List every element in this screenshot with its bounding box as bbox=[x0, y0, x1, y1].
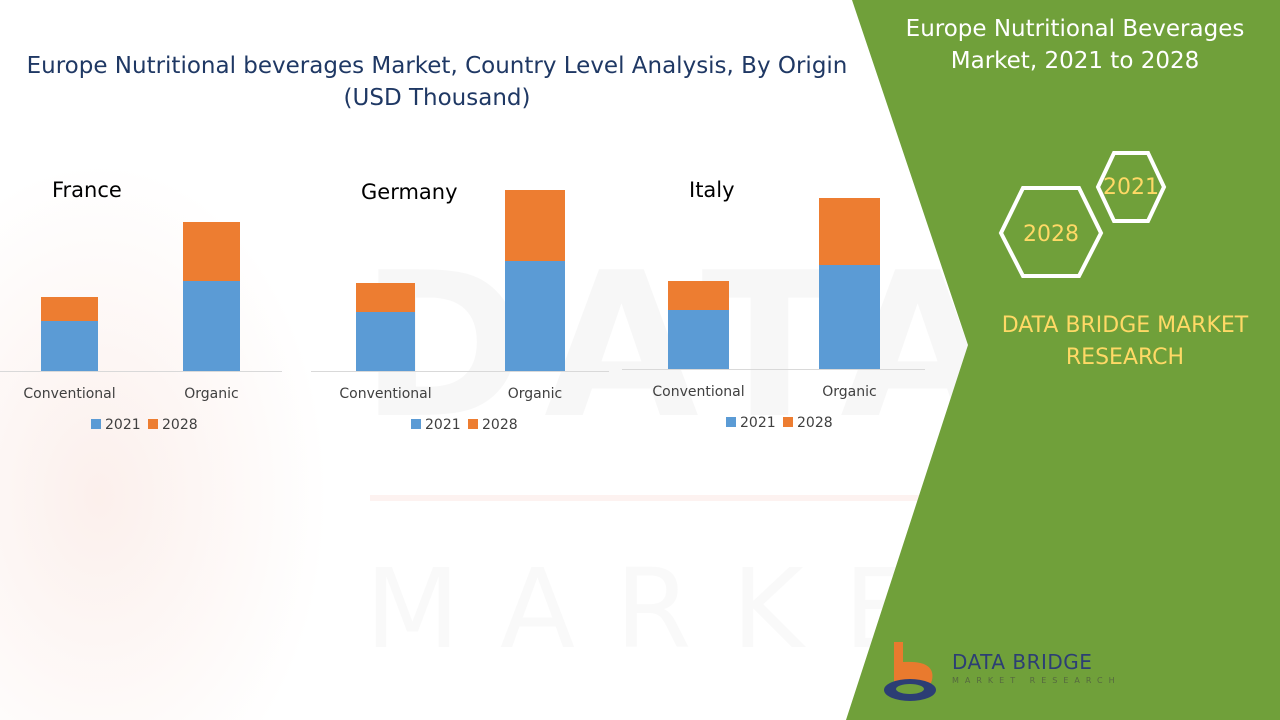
watermark-divider bbox=[370, 495, 1220, 501]
germany-legend-label-2021: 2021 bbox=[425, 417, 461, 433]
hexagon-2021-icon bbox=[1095, 151, 1167, 223]
germany-bar-organic-2021 bbox=[505, 261, 565, 371]
hexagon-year-2021: 2021 bbox=[1103, 175, 1159, 200]
italy-legend-swatch-2028 bbox=[783, 417, 793, 427]
chart-title: Europe Nutritional beverages Market, Cou… bbox=[20, 50, 854, 114]
france-tick-label-organic: Organic bbox=[184, 386, 238, 402]
germany-tick-label-organic: Organic bbox=[508, 386, 562, 402]
france-bar-conventional-2021 bbox=[41, 321, 98, 371]
italy-legend-swatch-2021 bbox=[726, 417, 736, 427]
germany-bar-organic-2028 bbox=[505, 190, 565, 261]
hexagon-2028-icon bbox=[998, 186, 1104, 278]
germany-tick-label-conventional: Conventional bbox=[339, 386, 431, 402]
germany-legend-label-2028: 2028 bbox=[482, 417, 518, 433]
italy-tick-label-organic: Organic bbox=[822, 384, 876, 400]
france-legend-label-2021: 2021 bbox=[105, 417, 141, 433]
italy-bar-conventional-2021 bbox=[668, 310, 729, 369]
france-tick-label-conventional: Conventional bbox=[23, 386, 115, 402]
logo-tagline: MARKET RESEARCH bbox=[952, 676, 1121, 685]
green-panel-shape bbox=[846, 0, 1280, 720]
germany-bar-conventional-2028 bbox=[356, 283, 415, 312]
france-bar-organic-2028 bbox=[183, 222, 240, 281]
side-title-line-2: Market, 2021 to 2028 bbox=[950, 48, 1200, 74]
italy-legend-label-2021: 2021 bbox=[740, 415, 776, 431]
side-title-line-1: Europe Nutritional Beverages bbox=[905, 16, 1245, 42]
chart-title-line-1: Europe Nutritional beverages Market, Cou… bbox=[26, 53, 848, 79]
france-legend-swatch-2028 bbox=[148, 419, 158, 429]
italy-tick-label-conventional: Conventional bbox=[652, 384, 744, 400]
brand-name: DATA BRIDGE MARKET RESEARCH bbox=[975, 310, 1275, 374]
france-bar-organic-2021 bbox=[183, 281, 240, 371]
germany-legend-swatch-2028 bbox=[468, 419, 478, 429]
italy-chart-title: Italy bbox=[689, 178, 735, 202]
france-legend-label-2028: 2028 bbox=[162, 417, 198, 433]
italy-bar-conventional-2028 bbox=[668, 281, 729, 310]
germany-legend-swatch-2021 bbox=[411, 419, 421, 429]
italy-bar-organic-2021 bbox=[819, 265, 880, 369]
watermark-logo bbox=[0, 160, 330, 720]
logo-name: DATA BRIDGE bbox=[952, 650, 1093, 674]
germany-bar-conventional-2021 bbox=[356, 312, 415, 371]
brand-line-1: DATA BRIDGE MARKET bbox=[1001, 313, 1249, 338]
germany-chart-title: Germany bbox=[361, 180, 458, 204]
france-chart-title: France bbox=[52, 178, 122, 202]
italy-legend-label-2028: 2028 bbox=[797, 415, 833, 431]
data-bridge-logo-icon bbox=[884, 642, 936, 701]
chart-title-line-2: (USD Thousand) bbox=[343, 85, 531, 111]
france-legend-swatch-2021 bbox=[91, 419, 101, 429]
charts-area: France Conventional Organic 2021 2028 Germany… bbox=[0, 178, 925, 433]
hexagon-year-2028: 2028 bbox=[1023, 222, 1079, 247]
italy-bar-organic-2028 bbox=[819, 198, 880, 265]
brand-line-2: RESEARCH bbox=[1065, 345, 1185, 370]
side-panel-title: Europe Nutritional Beverages Market, 202… bbox=[895, 13, 1255, 77]
year-hexagons: 2021 2028 bbox=[998, 151, 1167, 278]
france-bar-conventional-2028 bbox=[41, 297, 98, 321]
